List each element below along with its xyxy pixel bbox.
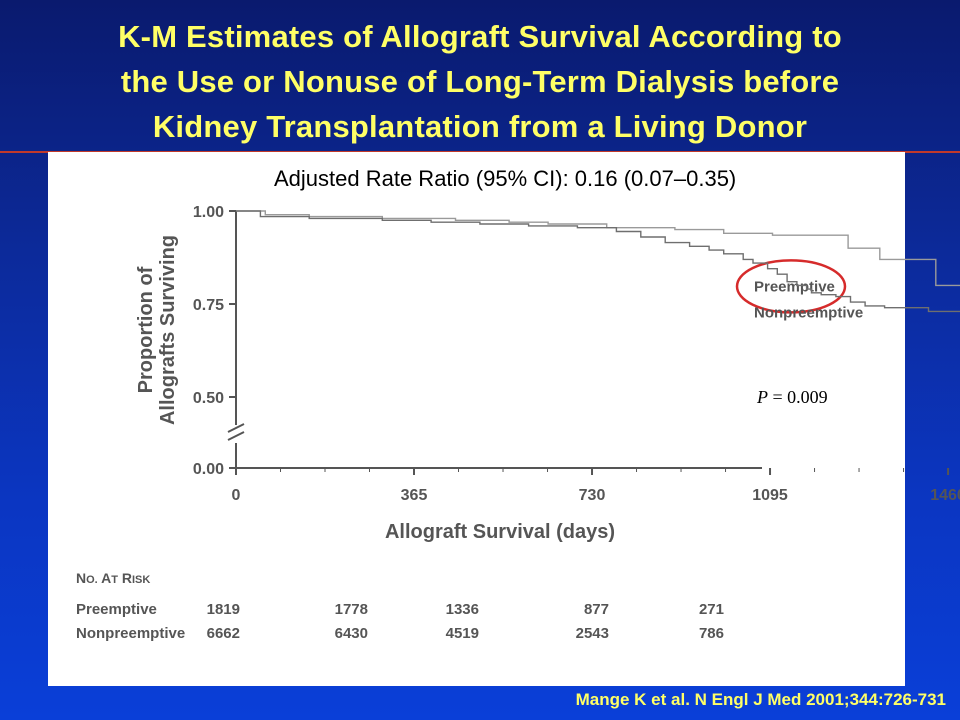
series-label-nonpreemptive: Nonpreemptive xyxy=(754,304,863,321)
y-tick-label: 1.00 xyxy=(193,204,224,221)
y-axis-title-line: Proportion of xyxy=(135,266,157,393)
title-line-1: K-M Estimates of Allograft Survival Acco… xyxy=(118,19,842,54)
risk-header-word-rest: ISK xyxy=(132,574,150,586)
axis-break-mark xyxy=(227,431,245,441)
risk-value: 4519 xyxy=(446,625,479,642)
km-curve-nonpreemptive xyxy=(236,210,960,313)
y-axis-title: Proportion ofAllografts Surviving xyxy=(135,235,179,425)
km-curve-preemptive xyxy=(236,210,960,287)
x-tick-label: 1460 xyxy=(930,487,960,504)
risk-header-word-rest: O. xyxy=(86,574,98,586)
risk-header-word-rest: T xyxy=(111,574,118,586)
risk-row-label: Preemptive xyxy=(76,601,157,618)
risk-value: 786 xyxy=(699,625,724,642)
risk-header-word: A xyxy=(98,570,111,586)
p-value-text: = 0.009 xyxy=(768,387,828,407)
risk-value: 6662 xyxy=(207,625,240,642)
highlight-circle xyxy=(735,259,847,314)
title-line-3: Kidney Transplantation from a Living Don… xyxy=(152,109,808,144)
citation: Mange K et al. N Engl J Med 2001;344:726… xyxy=(575,690,946,709)
risk-value: 6430 xyxy=(335,625,368,642)
y-tick-label: 0.50 xyxy=(193,390,224,407)
y-axis-title-line: Allografts Surviving xyxy=(157,235,179,425)
risk-value: 1819 xyxy=(207,601,240,618)
y-tick-label: 0.75 xyxy=(193,297,224,314)
p-symbol: P xyxy=(756,387,768,407)
risk-value: 2543 xyxy=(576,625,609,642)
risk-value: 1336 xyxy=(446,601,479,618)
p-value-annotation: P = 0.009 xyxy=(756,387,828,407)
risk-header-word: R xyxy=(118,570,132,586)
title-line-2: the Use or Nonuse of Long-Term Dialysis … xyxy=(120,64,840,99)
chart-subtitle: Adjusted Rate Ratio (95% CI): 0.16 (0.07… xyxy=(274,166,737,191)
y-tick-label: 0.00 xyxy=(193,461,224,478)
risk-table-header: NO. AT RISK xyxy=(76,570,150,586)
x-tick-label: 730 xyxy=(579,487,606,504)
risk-value: 877 xyxy=(584,601,609,618)
x-tick-label: 1095 xyxy=(752,487,788,504)
risk-value: 271 xyxy=(699,601,724,618)
risk-header-word: N xyxy=(76,570,86,586)
risk-row-label: Nonpreemptive xyxy=(76,625,185,642)
axis-break-mark xyxy=(227,423,245,433)
chart-panel xyxy=(48,152,905,686)
slide-title: K-M Estimates of Allograft Survival Acco… xyxy=(0,14,960,149)
risk-value: 1778 xyxy=(335,601,368,618)
x-tick-label: 365 xyxy=(401,487,428,504)
x-tick-label: 0 xyxy=(232,487,241,504)
x-axis-title: Allograft Survival (days) xyxy=(385,521,615,543)
series-label-preemptive: Preemptive xyxy=(754,278,835,295)
